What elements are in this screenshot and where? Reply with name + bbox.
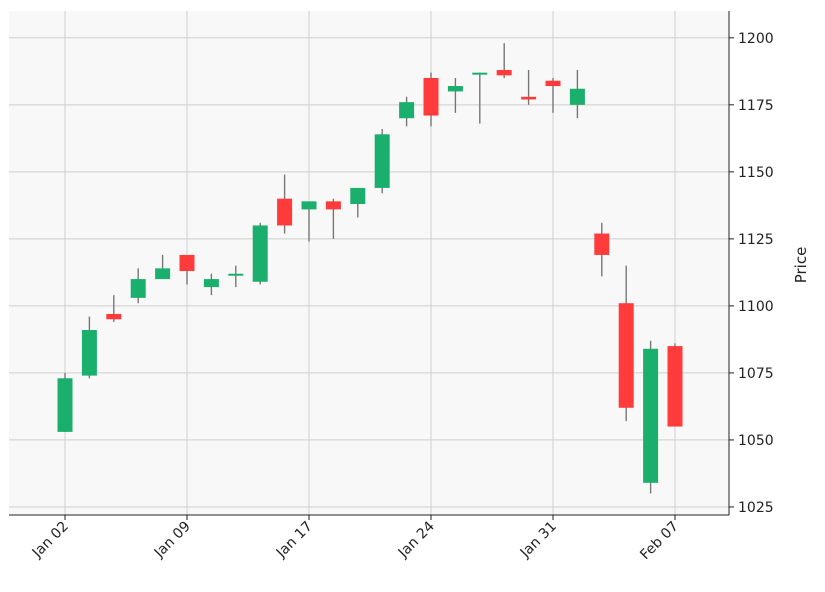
candle-body-down [179, 254, 195, 272]
y-tick-label: 1050 [738, 433, 774, 449]
candle-body-up [301, 201, 317, 210]
candle-body-down [277, 198, 293, 226]
candle-body-down [325, 201, 341, 210]
candle [106, 295, 122, 322]
candle-body-up [155, 268, 171, 280]
candle-body-down [521, 96, 537, 100]
candle [472, 72, 488, 124]
x-tick-label: Jan 24 [395, 518, 438, 561]
candle [57, 372, 73, 432]
candle [179, 254, 195, 285]
y-tick-label: 1100 [738, 299, 774, 315]
candle [155, 254, 171, 280]
candle-body-up [130, 279, 146, 298]
candle-body-down [594, 233, 610, 255]
candle [618, 265, 634, 422]
candle-body-down [106, 313, 122, 320]
x-tick-label: Feb 07 [637, 519, 682, 564]
candle [374, 128, 390, 194]
candle [399, 96, 415, 127]
x-tick-label: Jan 17 [273, 519, 316, 562]
y-tick-label: 1150 [738, 165, 774, 181]
candle-body-up [252, 225, 268, 282]
candle [252, 222, 268, 285]
y-tick-label: 1075 [738, 366, 774, 382]
x-tick-label: Jan 31 [517, 519, 560, 562]
candle-body-up [203, 279, 219, 288]
candle [496, 43, 512, 79]
candle [203, 273, 219, 296]
candle [277, 174, 293, 234]
candle [569, 69, 585, 119]
candle-body-down [545, 80, 561, 87]
candle-body-up [81, 330, 97, 376]
candle-body-down [423, 78, 439, 116]
x-axis-ticks: Jan 02 Jan 09 Jan 17 Jan 24 Jan 31 Feb 07 [29, 515, 682, 563]
candle-body-up [447, 86, 463, 92]
candle-body-up [350, 187, 366, 205]
candle [423, 72, 439, 127]
candle-body-up [374, 134, 390, 188]
y-tick-label: 1175 [738, 98, 774, 114]
candle [130, 268, 146, 304]
candle [545, 78, 561, 113]
candle-body-up [399, 102, 415, 119]
candle-body-down [618, 303, 634, 408]
candle-body-down [496, 69, 512, 76]
candle [667, 343, 683, 427]
candle [301, 201, 317, 242]
y-gridlines [9, 37, 729, 508]
candle [643, 340, 659, 494]
candle-body-up [228, 273, 244, 276]
candles [57, 43, 683, 494]
candle-body-up [569, 88, 585, 105]
candle [521, 69, 537, 105]
candle-body-down [667, 346, 683, 427]
y-axis-ticks: 1025 1050 1075 1100 1125 1150 1175 1200 [729, 31, 774, 516]
candle [594, 222, 610, 277]
candle-body-up [643, 348, 659, 483]
candle [325, 198, 341, 239]
x-tick-label: Jan 09 [151, 519, 194, 562]
candle [228, 265, 244, 288]
candle-body-up [57, 378, 73, 432]
y-tick-label: 1125 [738, 232, 774, 248]
candle [350, 187, 366, 218]
y-tick-label: 1200 [738, 31, 774, 47]
candle [447, 78, 463, 113]
plot-area [9, 11, 729, 515]
candle [81, 316, 97, 379]
y-axis-label: Price [792, 247, 810, 284]
candle-body-up [472, 72, 488, 75]
y-tick-label: 1025 [738, 500, 774, 516]
x-tick-label: Jan 02 [29, 519, 72, 562]
